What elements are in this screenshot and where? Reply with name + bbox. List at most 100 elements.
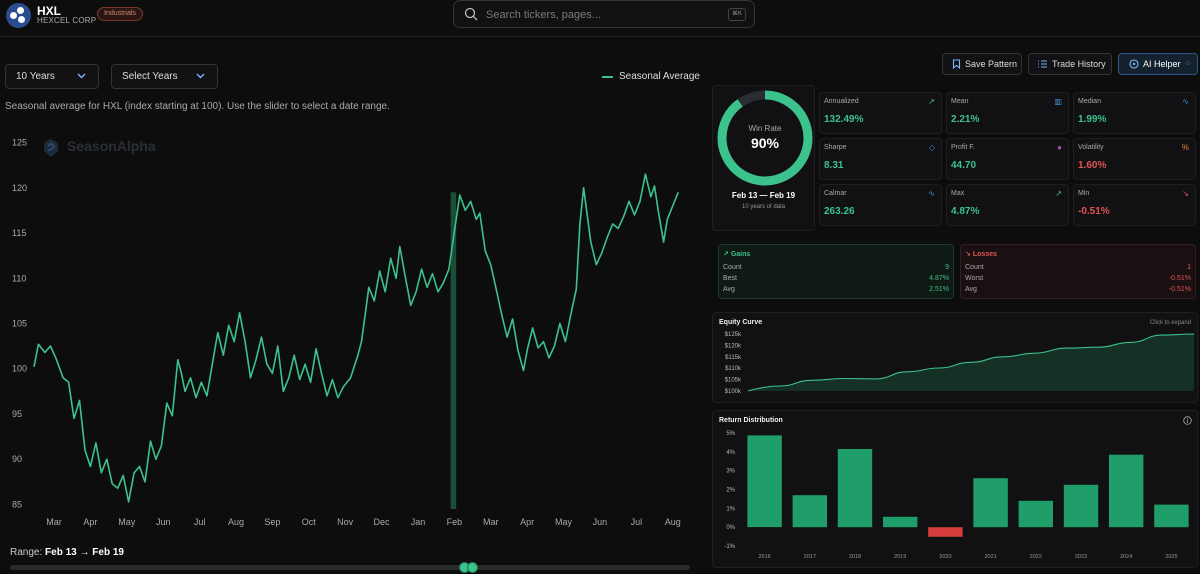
losses-title: Losses xyxy=(972,251,997,258)
x-tick-label: Dec xyxy=(374,517,391,527)
seasonal-average-line[interactable] xyxy=(33,173,679,503)
dist-y-tick: 1% xyxy=(726,506,735,512)
x-tick-label: Aug xyxy=(228,517,244,527)
x-tick-label: Jun xyxy=(593,517,608,527)
legend-label[interactable]: Seasonal Average xyxy=(619,71,700,82)
dist-bar-2018 xyxy=(837,449,873,528)
equity-y-tick: $125k xyxy=(725,332,742,338)
search-input[interactable]: Search tickers, pages... xyxy=(486,9,601,21)
ticker-symbol: HXL xyxy=(37,4,61,18)
years-select[interactable]: Select Years xyxy=(111,64,218,89)
stat-name: Volatility xyxy=(1078,144,1104,151)
stat-card-min: Min ↘ -0.51% xyxy=(1073,184,1196,226)
dist-x-tick: 2016 xyxy=(758,554,770,560)
gains-title-row: ↗ Gains xyxy=(723,250,750,258)
losses-count-value: 1 xyxy=(1187,264,1191,271)
equity-y-tick: $110k xyxy=(725,366,742,372)
dist-x-tick: 2021 xyxy=(984,554,996,560)
gains-best-value: 4.87% xyxy=(929,275,949,282)
win-rate-value: 90% xyxy=(750,135,780,151)
range-slider-track[interactable] xyxy=(10,565,690,570)
bar-chart-icon: ▥ xyxy=(1054,97,1062,106)
stat-value: 1.99% xyxy=(1078,114,1107,125)
bookmark-icon xyxy=(952,59,961,69)
stat-value: 1.60% xyxy=(1078,160,1107,171)
seasonal-chart[interactable]: 125 120 115 110 105 100 95 90 85 Mar Apr May Jun Jul A… xyxy=(0,128,700,533)
sector-badge[interactable]: Industrials xyxy=(97,7,143,21)
y-tick-label: 125 xyxy=(12,138,27,148)
dist-x-tick: 2023 xyxy=(1075,554,1087,560)
dist-bar-2016 xyxy=(747,435,782,528)
gains-title: Gains xyxy=(730,251,751,258)
trade-history-button[interactable]: Trade History xyxy=(1028,53,1112,75)
info-icon[interactable] xyxy=(1183,416,1192,425)
losses-worst-label: Worst xyxy=(965,275,984,282)
x-tick-label: Feb xyxy=(447,517,463,527)
search-icon xyxy=(464,7,478,21)
company-name: HEXCEL CORP xyxy=(37,16,97,25)
dist-y-tick: 0% xyxy=(726,525,735,531)
losses-worst-value: -0.51% xyxy=(1168,275,1191,282)
x-tick-label: Sep xyxy=(264,517,280,527)
dist-y-tick: 2% xyxy=(726,488,735,494)
range-slider-end-handle[interactable] xyxy=(467,562,478,573)
dist-x-tick: 2019 xyxy=(894,554,906,560)
x-tick-label: May xyxy=(118,517,136,527)
save-pattern-label: Save Pattern xyxy=(965,59,1018,69)
stat-value: -0.51% xyxy=(1078,206,1110,217)
y-tick-label: 90 xyxy=(12,454,22,464)
dist-bar-2021 xyxy=(973,478,1008,528)
ai-helper-button[interactable]: AI Helper ⁘ xyxy=(1118,53,1198,75)
dist-bar-2023 xyxy=(1063,484,1099,528)
gains-panel: ↗ Gains Count 9 Best 4.87% Avg 2.51% xyxy=(718,244,954,299)
stat-value: 8.31 xyxy=(824,160,844,171)
trade-history-label: Trade History xyxy=(1052,59,1106,69)
trend-up-icon: ↗ xyxy=(723,251,729,258)
search-bar[interactable]: Search tickers, pages... ⌘K xyxy=(453,0,755,28)
return-distribution-chart: 5% 4% 3% 2% 1% 0% -1% 2016 2017 2018 2019 2020 2021 2… xyxy=(724,431,1189,560)
stat-card-volatility: Volatility% 1.60% xyxy=(1073,138,1196,180)
legend-swatch xyxy=(602,76,613,78)
ai-helper-icon xyxy=(1129,59,1139,69)
dot-icon: ● xyxy=(1057,143,1062,152)
y-tick-label: 95 xyxy=(12,409,22,419)
equity-expand-hint[interactable]: Click to expand xyxy=(1149,320,1191,326)
win-rate-range: Feb 13 — Feb 19 xyxy=(731,191,796,200)
activity-icon: ∿ xyxy=(928,189,935,198)
y-tick-label: 110 xyxy=(12,273,26,283)
y-tick-label: 85 xyxy=(12,499,22,509)
return-distribution-title: Return Distribution xyxy=(719,417,783,424)
donut-fill xyxy=(717,90,813,186)
dist-bar-2019 xyxy=(883,516,918,528)
stat-name: Annualized xyxy=(824,98,859,105)
dist-y-tick: 5% xyxy=(726,431,735,437)
equity-line[interactable] xyxy=(747,333,1195,392)
period-select[interactable]: 10 Years xyxy=(5,64,99,89)
y-tick-label: 105 xyxy=(12,319,27,329)
equity-y-tick: $115k xyxy=(725,355,742,361)
sparkle-icon: ⁘ xyxy=(1185,59,1192,68)
x-tick-label: Nov xyxy=(337,517,354,527)
x-tick-label: Jul xyxy=(631,517,643,527)
stat-name: Min xyxy=(1078,190,1090,197)
dist-x-tick: 2017 xyxy=(804,554,816,560)
save-pattern-button[interactable]: Save Pattern xyxy=(942,53,1022,75)
stat-name: Sharpe xyxy=(824,144,847,151)
stat-value: 44.70 xyxy=(951,160,977,171)
dist-y-tick: 4% xyxy=(726,450,735,456)
equity-curve-title: Equity Curve xyxy=(719,319,763,326)
range-value: Feb 13 → Feb 19 xyxy=(45,547,124,558)
x-tick-label: Oct xyxy=(302,517,317,527)
stat-value: 263.26 xyxy=(824,206,855,217)
search-shortcut: ⌘K xyxy=(727,8,746,21)
equity-curve-chart[interactable]: $125k $120k $115k $110k $105k $100k xyxy=(712,326,1198,398)
watermark: SeasonAlpha xyxy=(67,138,156,154)
chart-description: Seasonal average for HXL (index starting… xyxy=(5,101,390,112)
shield-icon: ◇ xyxy=(928,143,935,152)
dist-y-tick: -1% xyxy=(724,544,735,550)
seasonalpha-logo-icon xyxy=(44,139,58,157)
gains-count-value: 9 xyxy=(945,264,949,271)
percent-icon: % xyxy=(1181,143,1189,152)
x-tick-label: Jan xyxy=(411,517,426,527)
stat-name: Calmar xyxy=(824,190,847,197)
